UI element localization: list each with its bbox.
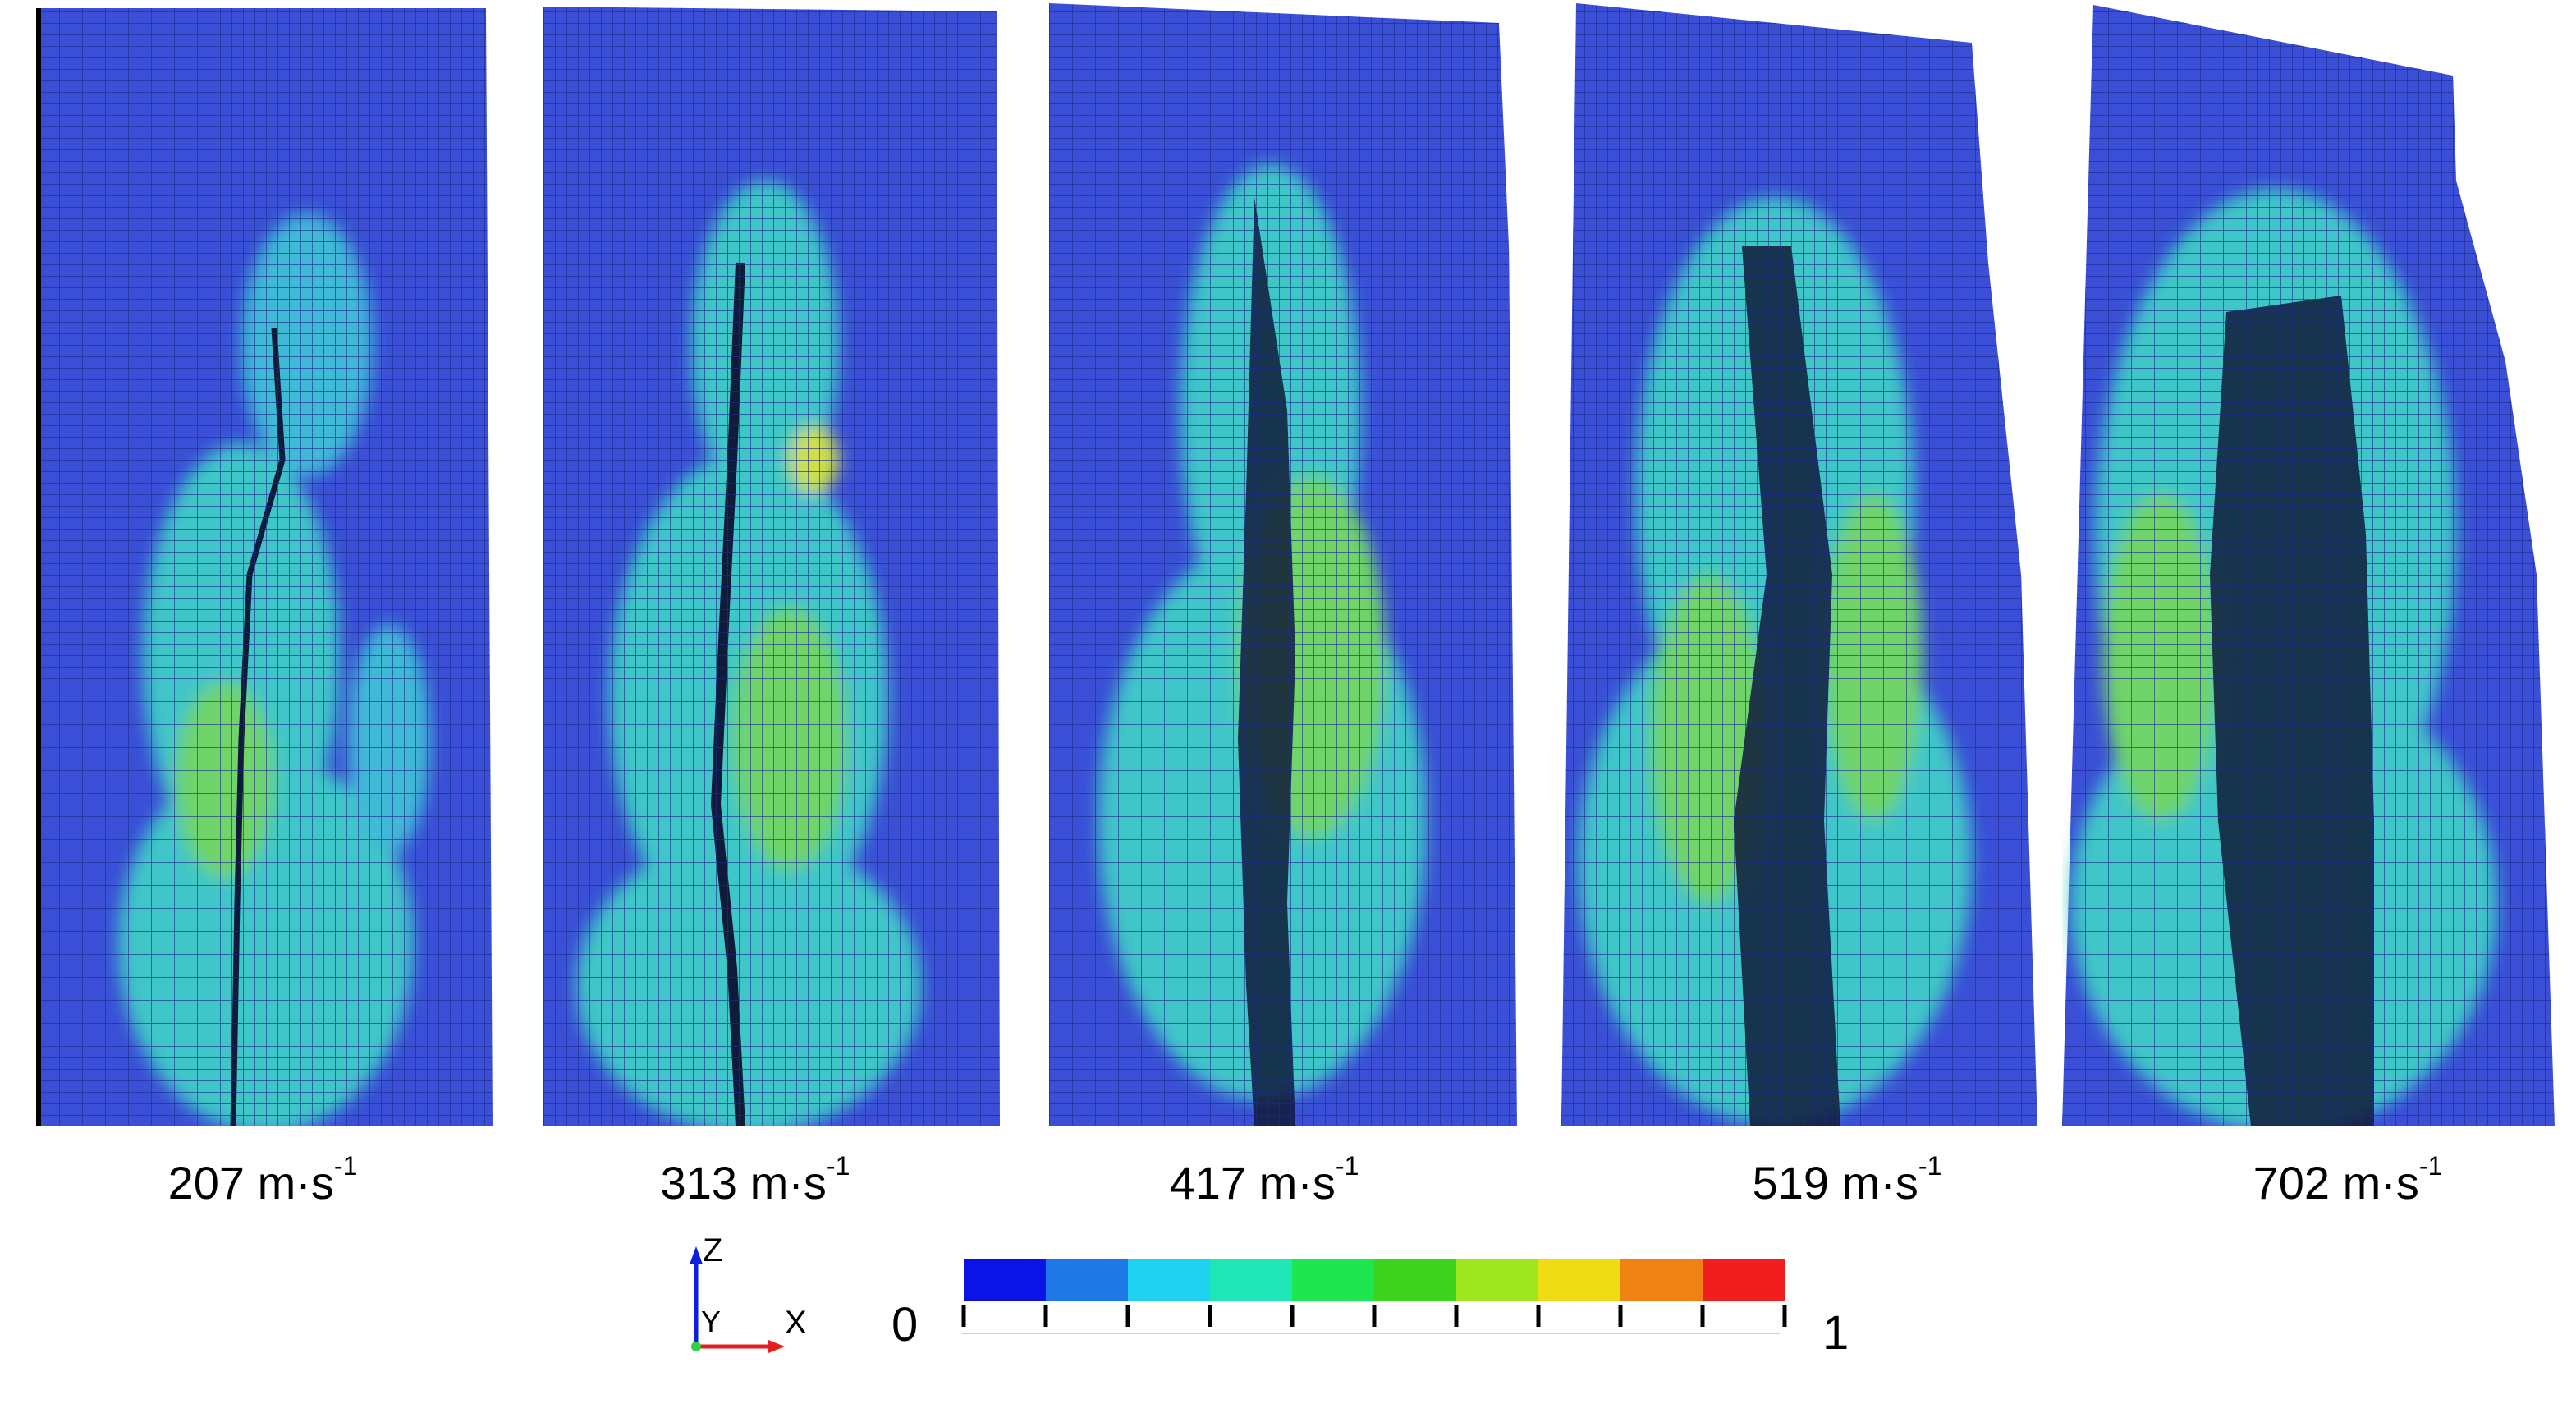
simulation-panel-313 — [543, 0, 1003, 1126]
colorbar-cell — [1456, 1259, 1538, 1301]
colorbar-cell — [1292, 1259, 1374, 1301]
mesh-plot — [1049, 3, 1517, 1126]
axis-x-label: X — [785, 1305, 807, 1341]
axis-triad: Z Y X — [665, 1232, 813, 1359]
simulation-panel-519 — [1561, 0, 2054, 1126]
colorbar-cell — [1703, 1259, 1785, 1301]
colorbar-cell — [1620, 1259, 1703, 1301]
colorbar-cell — [1210, 1259, 1292, 1301]
simulation-panel-417 — [1049, 0, 1525, 1126]
axis-z-label: Z — [703, 1232, 722, 1268]
colorbar-cell — [1046, 1259, 1128, 1301]
simulation-panel-702 — [2062, 0, 2571, 1126]
mesh-plot — [1561, 3, 2037, 1126]
mesh-plot — [2062, 5, 2555, 1126]
speed-caption-702: 702 m·s-1 — [2253, 1151, 2443, 1209]
colorbar-min-label: 0 — [892, 1298, 919, 1351]
colorbar-cell — [1128, 1259, 1210, 1301]
colorbar-cell — [1538, 1259, 1620, 1301]
speed-caption-519: 519 m·s-1 — [1752, 1151, 1942, 1209]
colorbar-cell — [964, 1259, 1046, 1301]
speed-caption-417: 417 m·s-1 — [1169, 1151, 1359, 1209]
speed-caption-207: 207 m·s-1 — [167, 1151, 358, 1209]
simulation-panel-207 — [36, 0, 496, 1126]
axis-y-label: Y — [701, 1305, 721, 1338]
speed-caption-313: 313 m·s-1 — [660, 1151, 850, 1209]
colorbar — [870, 1248, 1806, 1351]
colorbar-cell — [1374, 1259, 1456, 1301]
mesh-plot — [36, 8, 493, 1126]
mesh-plot — [543, 7, 1000, 1126]
colorbar-max-label: 1 — [1822, 1306, 1849, 1360]
